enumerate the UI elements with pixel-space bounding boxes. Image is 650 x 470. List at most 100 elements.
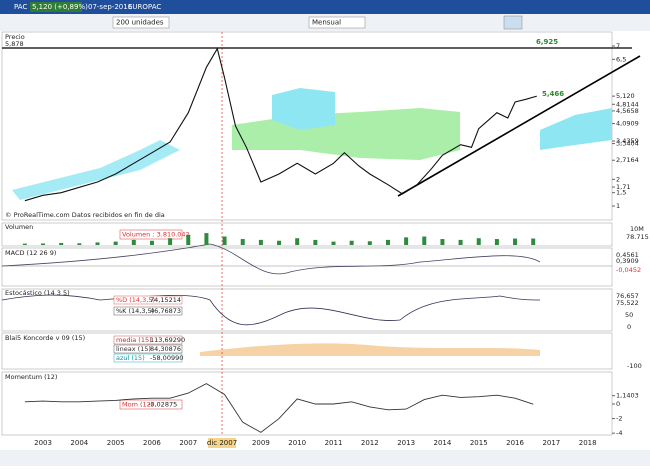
name: EUROPAC bbox=[128, 3, 161, 11]
volume-bar bbox=[186, 234, 191, 245]
y-tick-label: -4 bbox=[616, 429, 622, 437]
legend-box bbox=[113, 295, 183, 305]
panel-title: Volumen bbox=[5, 223, 33, 231]
right-label: 75,522 bbox=[616, 299, 639, 307]
volume-legend: Volumen : 3.810.042 bbox=[122, 231, 190, 239]
y-tick-label: 4,8144 bbox=[616, 100, 639, 108]
legend-box bbox=[119, 229, 183, 240]
volume-bar bbox=[77, 243, 82, 245]
volume-bar bbox=[440, 239, 445, 245]
volume-bar bbox=[295, 238, 300, 245]
chart-icon[interactable] bbox=[503, 15, 523, 30]
top-value: 5,878 bbox=[5, 40, 24, 48]
units-select[interactable] bbox=[112, 16, 170, 29]
bottom-bar bbox=[0, 450, 650, 466]
volume-bar bbox=[240, 239, 245, 245]
volume-bar bbox=[168, 238, 173, 245]
period-select[interactable] bbox=[308, 16, 366, 29]
volume-bar bbox=[222, 236, 227, 245]
y-tick-label: 1,1403 bbox=[616, 392, 639, 400]
volume-bar bbox=[149, 240, 154, 245]
x-tick-label: 2018 bbox=[579, 439, 597, 447]
panel-title: Blai5 Koncorde v 09 (15) bbox=[5, 334, 85, 342]
volume-bar bbox=[349, 240, 354, 245]
cloud-blue bbox=[272, 88, 335, 130]
volume-bar bbox=[204, 233, 209, 245]
x-tick-label: 2010 bbox=[288, 439, 306, 447]
y-tick-label: 7 bbox=[616, 42, 620, 50]
volume-bar bbox=[258, 239, 263, 245]
x-tick-label: 2006 bbox=[143, 439, 161, 447]
volume-bar bbox=[313, 239, 318, 245]
legend-name: %K (14,3,5) bbox=[116, 307, 154, 315]
x-tick-label: 2005 bbox=[107, 439, 125, 447]
right-label: -0,0452 bbox=[616, 266, 641, 274]
panel-frames bbox=[1, 31, 613, 436]
period: Mensual bbox=[312, 19, 341, 27]
y-tick-label: -2 bbox=[616, 415, 622, 423]
volume-bar bbox=[513, 238, 518, 245]
legend-name: %D (14,3,5) bbox=[116, 296, 155, 304]
panel-title: Precio bbox=[5, 33, 25, 41]
x-tick-label: 2015 bbox=[470, 439, 488, 447]
annotation: 6,925 bbox=[536, 38, 558, 46]
volume-bar bbox=[422, 236, 427, 245]
x-tick-label: 2009 bbox=[252, 439, 270, 447]
legend-value: 74,15214 bbox=[150, 296, 181, 304]
right-label: 78.715 bbox=[626, 233, 649, 241]
quote-box bbox=[30, 2, 82, 12]
y-tick-label: 1,5 bbox=[616, 189, 626, 197]
right-label: 76,657 bbox=[616, 292, 639, 300]
quote: 5,120 (+0,89%) bbox=[32, 3, 88, 11]
y-tick-label: 3,4359 bbox=[616, 137, 639, 145]
stoch-line bbox=[1, 294, 541, 326]
legend-value: 113,69290 bbox=[150, 336, 185, 344]
trend-line bbox=[397, 55, 641, 197]
y-tick-label: 4,0909 bbox=[616, 120, 639, 128]
x-tick-label: 2011 bbox=[325, 439, 343, 447]
right-label: 0,4561 bbox=[616, 251, 639, 259]
cloud-blue bbox=[12, 140, 180, 200]
units: 200 unidades bbox=[116, 19, 164, 27]
date: 07-sep-2016 bbox=[88, 3, 133, 11]
legend-name: azul (15) bbox=[116, 354, 145, 362]
volume-bar bbox=[59, 242, 64, 245]
x-tick-label: 2017 bbox=[542, 439, 560, 447]
x-tick-label: 2007 bbox=[179, 439, 197, 447]
volume-bar bbox=[95, 242, 100, 245]
right-label: 0,3909 bbox=[616, 257, 639, 265]
y-tick-label: 1 bbox=[616, 202, 620, 210]
legend-name: lineax (15) bbox=[116, 345, 151, 353]
volume-bar bbox=[131, 239, 136, 245]
legend-box bbox=[119, 399, 183, 410]
x-tick-label: 2012 bbox=[361, 439, 379, 447]
volume-bar bbox=[458, 239, 463, 245]
panel-title: MACD (12 26 9) bbox=[5, 249, 56, 257]
cloud-blue bbox=[540, 108, 612, 150]
volume-bar bbox=[494, 239, 499, 245]
volume-bar bbox=[22, 243, 27, 245]
legend-value: 46,76873 bbox=[150, 307, 181, 315]
price-line bbox=[24, 47, 537, 202]
y-tick-label: 2 bbox=[616, 175, 620, 183]
volume-bar bbox=[113, 241, 118, 245]
legend-value: -58,00990 bbox=[150, 354, 183, 362]
legend-box bbox=[113, 344, 183, 354]
y-tick-label: 5,120 bbox=[616, 92, 635, 100]
panel-title: Estocástico (14 3 5) bbox=[5, 289, 70, 297]
volume-bar bbox=[404, 237, 409, 245]
y-tick-label: 4,5658 bbox=[616, 107, 639, 115]
y-tick-label: 6,5 bbox=[616, 55, 626, 63]
legend-name: media (15) bbox=[116, 336, 152, 344]
legend-box bbox=[113, 335, 183, 345]
volume-bar bbox=[476, 238, 481, 245]
volume-bar bbox=[367, 241, 372, 245]
x-tick-label: 2004 bbox=[70, 439, 88, 447]
symbol: PAC bbox=[14, 3, 27, 11]
legend-name: Mom (12) bbox=[122, 401, 153, 409]
x-tick-label: 2014 bbox=[434, 439, 452, 447]
right-label: 10M bbox=[630, 225, 644, 233]
legend-value: 84,30876 bbox=[150, 345, 181, 353]
volume-bar bbox=[331, 241, 336, 245]
